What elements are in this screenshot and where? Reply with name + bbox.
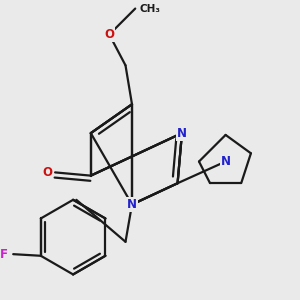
Text: N: N — [177, 127, 187, 140]
Text: O: O — [42, 166, 52, 179]
Text: N: N — [127, 198, 137, 211]
Text: O: O — [104, 28, 114, 41]
Text: F: F — [0, 248, 8, 261]
Text: N: N — [220, 155, 231, 168]
Text: CH₃: CH₃ — [139, 4, 160, 14]
